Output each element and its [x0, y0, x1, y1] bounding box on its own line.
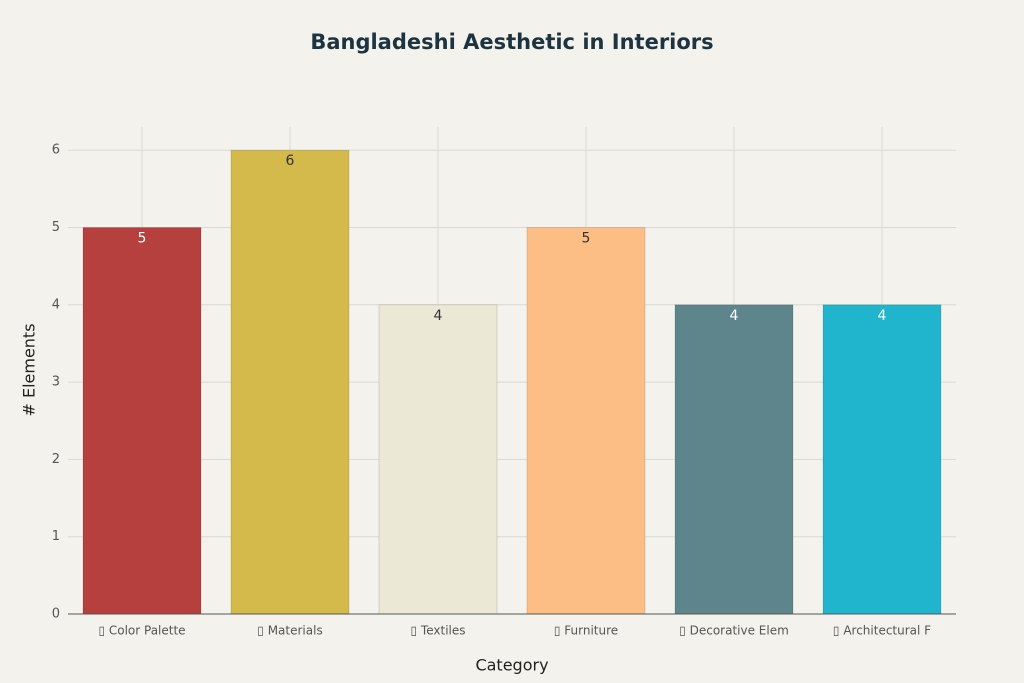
bar: [230, 149, 350, 615]
bar: [674, 304, 794, 615]
x-axis-title: Category: [475, 656, 548, 675]
data-label: 5: [582, 230, 591, 246]
data-label: 4: [878, 308, 887, 324]
data-label: 6: [286, 153, 295, 169]
x-tick-label: ▯ Materials: [257, 624, 322, 638]
x-tick-label: ▯ Decorative Elem: [679, 624, 789, 638]
x-tick-label: ▯ Furniture: [554, 624, 618, 638]
y-tick-label: 5: [52, 220, 60, 235]
bar: [822, 304, 942, 615]
y-tick-label: 1: [52, 529, 60, 544]
data-label: 5: [138, 230, 147, 246]
x-tick-label: ▯ Textiles: [411, 624, 466, 638]
y-axis-title: # Elements: [20, 323, 39, 416]
bar: [82, 226, 202, 615]
x-tick-label: ▯ Architectural F: [833, 624, 931, 638]
y-tick-label: 3: [52, 375, 60, 390]
data-label: 4: [730, 308, 739, 324]
chart-title: Bangladeshi Aesthetic in Interiors: [310, 30, 713, 54]
y-tick-label: 6: [52, 143, 60, 158]
y-tick-label: 0: [52, 607, 60, 622]
x-tick-label: ▯ Color Palette: [98, 624, 185, 638]
bar: [526, 226, 646, 615]
y-tick-label: 2: [52, 452, 60, 467]
data-label: 4: [434, 308, 443, 324]
bar: [378, 304, 498, 615]
y-tick-label: 4: [52, 297, 60, 312]
